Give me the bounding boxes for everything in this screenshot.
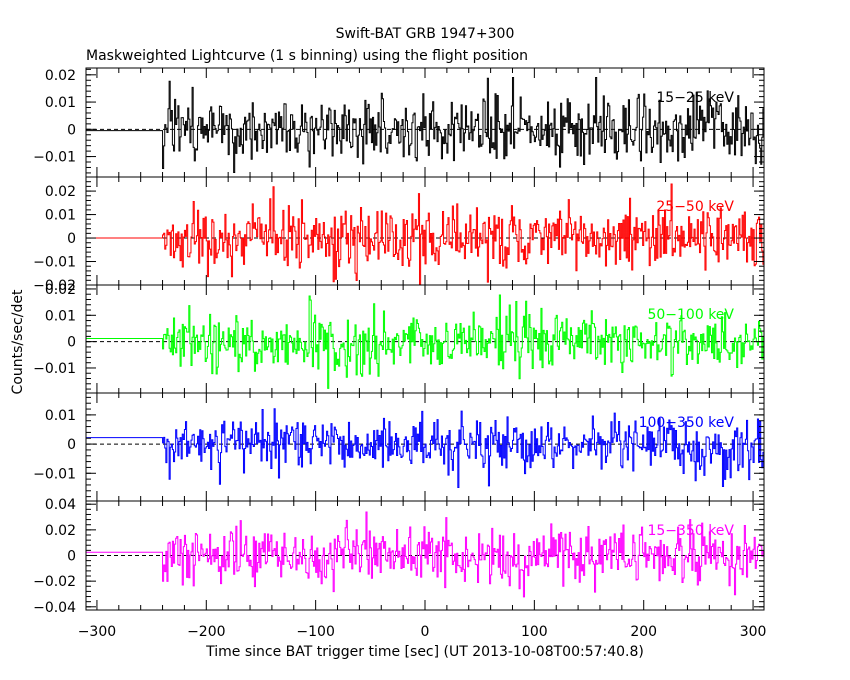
- y-tick-label: 0.02: [45, 523, 76, 539]
- y-tick-label: 0: [67, 122, 76, 138]
- energy-band-label: 15−25 keV: [656, 90, 734, 106]
- y-tick-label: −0.04: [33, 600, 76, 616]
- y-tick-label: 0: [67, 437, 76, 453]
- y-tick-label: 0: [67, 231, 76, 247]
- lightcurve-trace: [86, 408, 764, 488]
- x-tick-label: −100: [296, 624, 334, 640]
- y-tick-label: 0.01: [45, 408, 76, 424]
- panel-15-350-kev: −0.04 −0.02 0 0.02 0.04 15−350 keV: [33, 497, 765, 616]
- y-tick-label: 0.04: [45, 497, 76, 513]
- x-axis: −300 −200 −100 0 100 200 300: [78, 624, 767, 640]
- y-tick-label: 0.01: [45, 308, 76, 324]
- y-tick-label: 0: [67, 549, 76, 565]
- x-tick-label: 300: [740, 624, 767, 640]
- lightcurve-trace: [86, 77, 764, 173]
- y-tick-label: 0.02: [45, 68, 76, 84]
- x-tick-label: −200: [187, 624, 225, 640]
- y-axis-label: Counts/sec/det: [10, 289, 26, 394]
- chart-title: Swift-BAT GRB 1947+300: [336, 26, 515, 42]
- y-tick-label: −0.01: [33, 255, 76, 271]
- panels-group: −0.01 0 0.01 0.02 15−25 keV −0.02 −0.01 0 0.01 0.…: [33, 67, 765, 616]
- panel-100-350-kev: −0.01 0 0.01 100−350 keV: [33, 392, 765, 502]
- y-tick-label: −0.02: [33, 574, 76, 590]
- x-axis-label: Time since BAT trigger time [sec] (UT 20…: [205, 644, 644, 660]
- lightcurve-trace: [86, 294, 764, 389]
- y-tick-label: 0: [67, 335, 76, 351]
- chart-subtitle: Maskweighted Lightcurve (1 s binning) us…: [86, 48, 528, 64]
- energy-band-label: 100−350 keV: [639, 415, 735, 431]
- y-tick-label: −0.01: [33, 361, 76, 377]
- y-tick-label: 0.01: [45, 95, 76, 111]
- panel-25-50-kev: −0.02 −0.01 0 0.01 0.02 25−50 keV: [33, 176, 765, 294]
- x-tick-label: 100: [521, 624, 548, 640]
- x-tick-label: −300: [78, 624, 116, 640]
- y-tick-label: −0.01: [33, 150, 76, 166]
- y-tick-label: 0.02: [45, 282, 76, 298]
- y-tick-label: −0.01: [33, 466, 76, 482]
- energy-band-label: 25−50 keV: [656, 199, 734, 215]
- y-tick-label: 0.01: [45, 208, 76, 224]
- x-tick-label: 200: [630, 624, 657, 640]
- lightcurve-trace: [86, 183, 764, 285]
- y-tick-label: −0.02: [33, 278, 76, 294]
- panel-15-25-kev: −0.01 0 0.01 0.02 15−25 keV: [33, 67, 765, 178]
- panel-50-100-kev: −0.01 0 0.01 0.02 50−100 keV: [33, 282, 765, 394]
- lightcurve-trace: [86, 511, 764, 598]
- y-tick-label: 0.02: [45, 184, 76, 200]
- energy-band-label: 50−100 keV: [647, 307, 734, 323]
- energy-band-label: 15−350 keV: [647, 523, 734, 539]
- x-tick-label: 0: [421, 624, 430, 640]
